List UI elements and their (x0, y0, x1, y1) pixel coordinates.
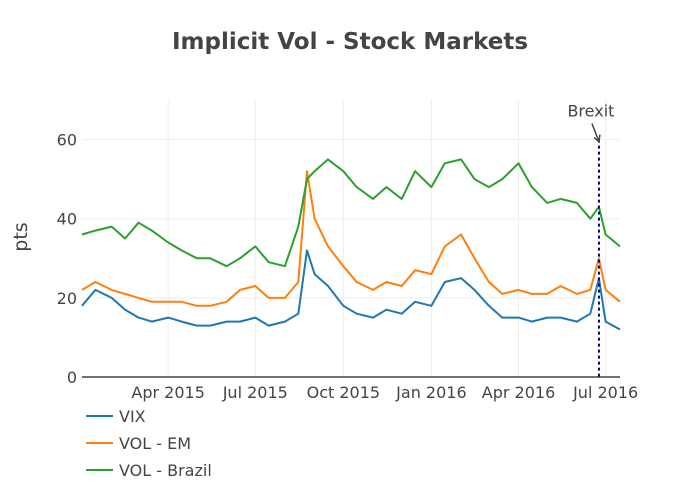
x-tick-label: Jul 2015 (222, 383, 288, 402)
series-lines (81, 158, 621, 331)
y-tick-labels: 0 20 40 60 (57, 131, 77, 387)
legend-label: VOL - Brazil (119, 461, 212, 480)
y-tick-label: 0 (67, 368, 77, 387)
series-line-vol-brazil (81, 158, 621, 268)
x-tick-label: Oct 2015 (307, 383, 380, 402)
x-tick-label: Apr 2016 (482, 383, 555, 402)
x-tick-labels: Apr 2015 Jul 2015 Oct 2015 Jan 2016 Apr 2016… (131, 383, 638, 402)
series-line-vol-em (81, 170, 621, 307)
chart-title: Implicit Vol - Stock Markets (172, 29, 528, 55)
y-tick-label: 60 (57, 131, 77, 150)
legend-label: VIX (119, 407, 146, 426)
legend-item[interactable]: VOL - Brazil (86, 461, 212, 480)
x-tick-label: Jan 2016 (395, 383, 466, 402)
y-tick-label: 20 (57, 289, 77, 308)
x-tick-label: Apr 2015 (131, 383, 204, 402)
series-line-vix (81, 249, 621, 331)
legend-item[interactable]: VOL - EM (86, 434, 191, 453)
y-tick-label: 40 (57, 210, 77, 229)
annotation-arrow (591, 123, 601, 143)
brexit-annotation: Brexit (567, 102, 614, 377)
legend: VIX VOL - EM VOL - Brazil (86, 407, 212, 480)
x-tick-label: Jul 2016 (572, 383, 638, 402)
annotation-label: Brexit (567, 102, 614, 121)
grid (82, 100, 620, 377)
legend-item[interactable]: VIX (86, 407, 146, 426)
y-axis-label: pts (10, 222, 32, 251)
legend-label: VOL - EM (119, 434, 191, 453)
